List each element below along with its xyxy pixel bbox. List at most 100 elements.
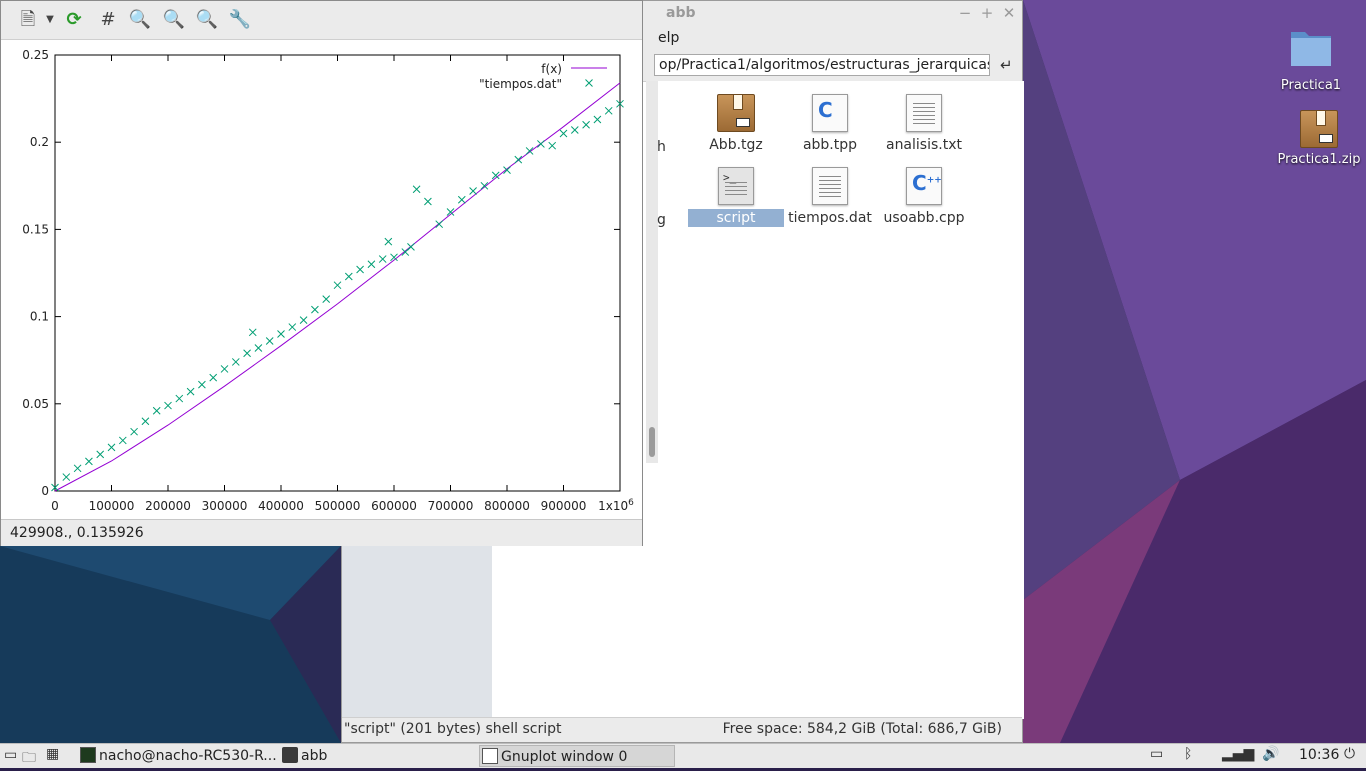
data-point [85,457,93,466]
fit-line [54,82,621,492]
y-tick-label: 0.2 [30,135,49,149]
close-button[interactable]: ✕ [1002,4,1016,22]
taskbar: ▭ 🗀 ▦ nacho@nacho-RC530-R... abb Gnuplot… [0,743,1366,768]
data-point [593,115,602,124]
x-tick-label: 600000 [371,499,417,513]
file-script[interactable]: >_ script [688,167,784,227]
status-bar: "script" (201 bytes) shell script Free s… [342,717,1022,742]
free-space-info: Free space: 584,2 GiB (Total: 686,7 GiB) [722,721,1002,737]
data-point [469,187,477,195]
gnuplot-window: 🗎 ▼ ⟳ # 🔍 🔍 🔍 🔧 0 0.05 0.1 0.15 0.2 0.25 0 1000… [0,0,643,546]
folder-icon [282,747,298,763]
c-source-icon: C [812,94,848,132]
file-abb-tgz[interactable]: Abb.tgz [688,94,784,154]
replot-icon[interactable]: ⟳ [66,9,82,30]
volume-icon[interactable]: 🔊 [1262,746,1280,762]
file-label: Abb.tgz [709,137,763,153]
power-icon[interactable]: ⏻ [1344,746,1356,762]
desktop-icon-label: Practica1.zip [1277,152,1361,167]
mouse-coordinates: 429908., 0.135926 [10,525,144,541]
data-point [446,208,455,216]
legend-swatch-tiempos [585,79,593,87]
show-desktop-icon[interactable]: ▭ [4,747,18,763]
data-point [62,473,71,481]
autoscale-icon[interactable]: 🔍 [195,9,219,30]
gnuplot-status-bar: 429908., 0.135926 [1,519,642,546]
x-tick-label: 500000 [315,499,361,513]
data-point [130,427,138,436]
clock[interactable]: 10:36 [1299,747,1340,763]
x-tick-label: 200000 [145,499,191,513]
data-point [73,464,82,473]
task-terminal[interactable]: nacho@nacho-RC530-R... [78,745,276,767]
go-arrow-icon[interactable]: ↵ [1000,56,1013,74]
data-point [407,242,415,251]
maximize-button[interactable]: + [980,4,994,22]
file-label: tiempos.dat [788,210,872,226]
file-label-partial: h [657,139,666,155]
legend-label-tiempos: "tiempos.dat" [479,77,562,91]
configure-icon[interactable]: 🔧 [228,9,252,30]
data-point [616,99,624,108]
data-point [254,344,263,352]
cpp-source-icon: C++ [906,167,942,205]
data-point [265,337,274,345]
data-point [537,140,545,148]
chevron-down-icon[interactable]: ▼ [46,14,54,25]
x-tick-label: 700000 [428,499,474,513]
data-point [412,185,421,194]
data-point [503,166,511,174]
text-file-icon [812,167,848,205]
grid-icon[interactable]: # [100,9,116,30]
desktop-icon-practica1[interactable]: Practica1 [1263,26,1359,93]
window-title: abb [666,5,696,21]
task-file-manager[interactable]: abb [280,745,478,767]
scrollbar-thumb[interactable] [649,427,655,457]
data-point [322,295,331,304]
file-label: analisis.txt [885,137,962,153]
task-gnuplot[interactable]: Gnuplot window 0 [479,745,675,767]
zoom-previous-icon[interactable]: 🔍 [128,9,152,30]
plot-border [54,54,621,492]
plot-area[interactable]: 0 0.05 0.1 0.15 0.2 0.25 0 100000 200000 300000 40… [1,40,642,519]
legend-label-fx: f(x) [541,62,562,76]
data-point [231,358,240,366]
data-point [491,171,500,180]
side-scrollbar[interactable] [646,81,658,463]
data-point [435,220,444,229]
data-point [604,106,613,115]
data-point [514,155,523,164]
task-label: abb [301,748,328,764]
x-tick-label: 300000 [202,499,248,513]
menu-help[interactable]: elp [658,30,680,46]
desktop-icon-practica1-zip[interactable]: Practica1.zip [1271,110,1366,167]
x-tick-label: 100000 [89,499,135,513]
data-point [118,436,127,445]
y-tick-label: 0.05 [22,397,49,411]
file-label-partial: g [657,212,666,228]
data-point [209,373,218,382]
file-usoabb-cpp[interactable]: C++ usoabb.cpp [876,167,972,227]
bluetooth-icon[interactable]: ᛒ [1184,746,1193,762]
file-manager-launcher-icon[interactable]: 🗀 [22,750,36,766]
file-tiempos-dat[interactable]: tiempos.dat [782,167,878,227]
file-analisis-txt[interactable]: analisis.txt [876,94,972,154]
window-list-icon[interactable]: ▭ [1150,746,1164,762]
y-tick-label: 0.15 [22,222,49,236]
data-point [582,120,590,129]
package-icon [717,94,755,132]
file-abb-tpp[interactable]: C abb.tpp [782,94,878,154]
x-tick-label: 400000 [258,499,304,513]
data-point [141,417,150,426]
location-input[interactable]: op/Practica1/algoritmos/estructuras_jera… [654,54,990,76]
export-icon[interactable]: 🗎 [20,9,36,30]
data-point [96,450,105,459]
data-point [367,260,376,269]
app-launcher-icon[interactable]: ▦ [46,746,60,762]
data-point [480,181,489,190]
minimize-button[interactable]: − [958,4,972,22]
data-point [288,323,297,331]
network-signal-icon[interactable]: ▂▄▆ [1222,746,1255,762]
x-tick-label: 800000 [484,499,530,513]
zoom-next-icon[interactable]: 🔍 [162,9,186,30]
